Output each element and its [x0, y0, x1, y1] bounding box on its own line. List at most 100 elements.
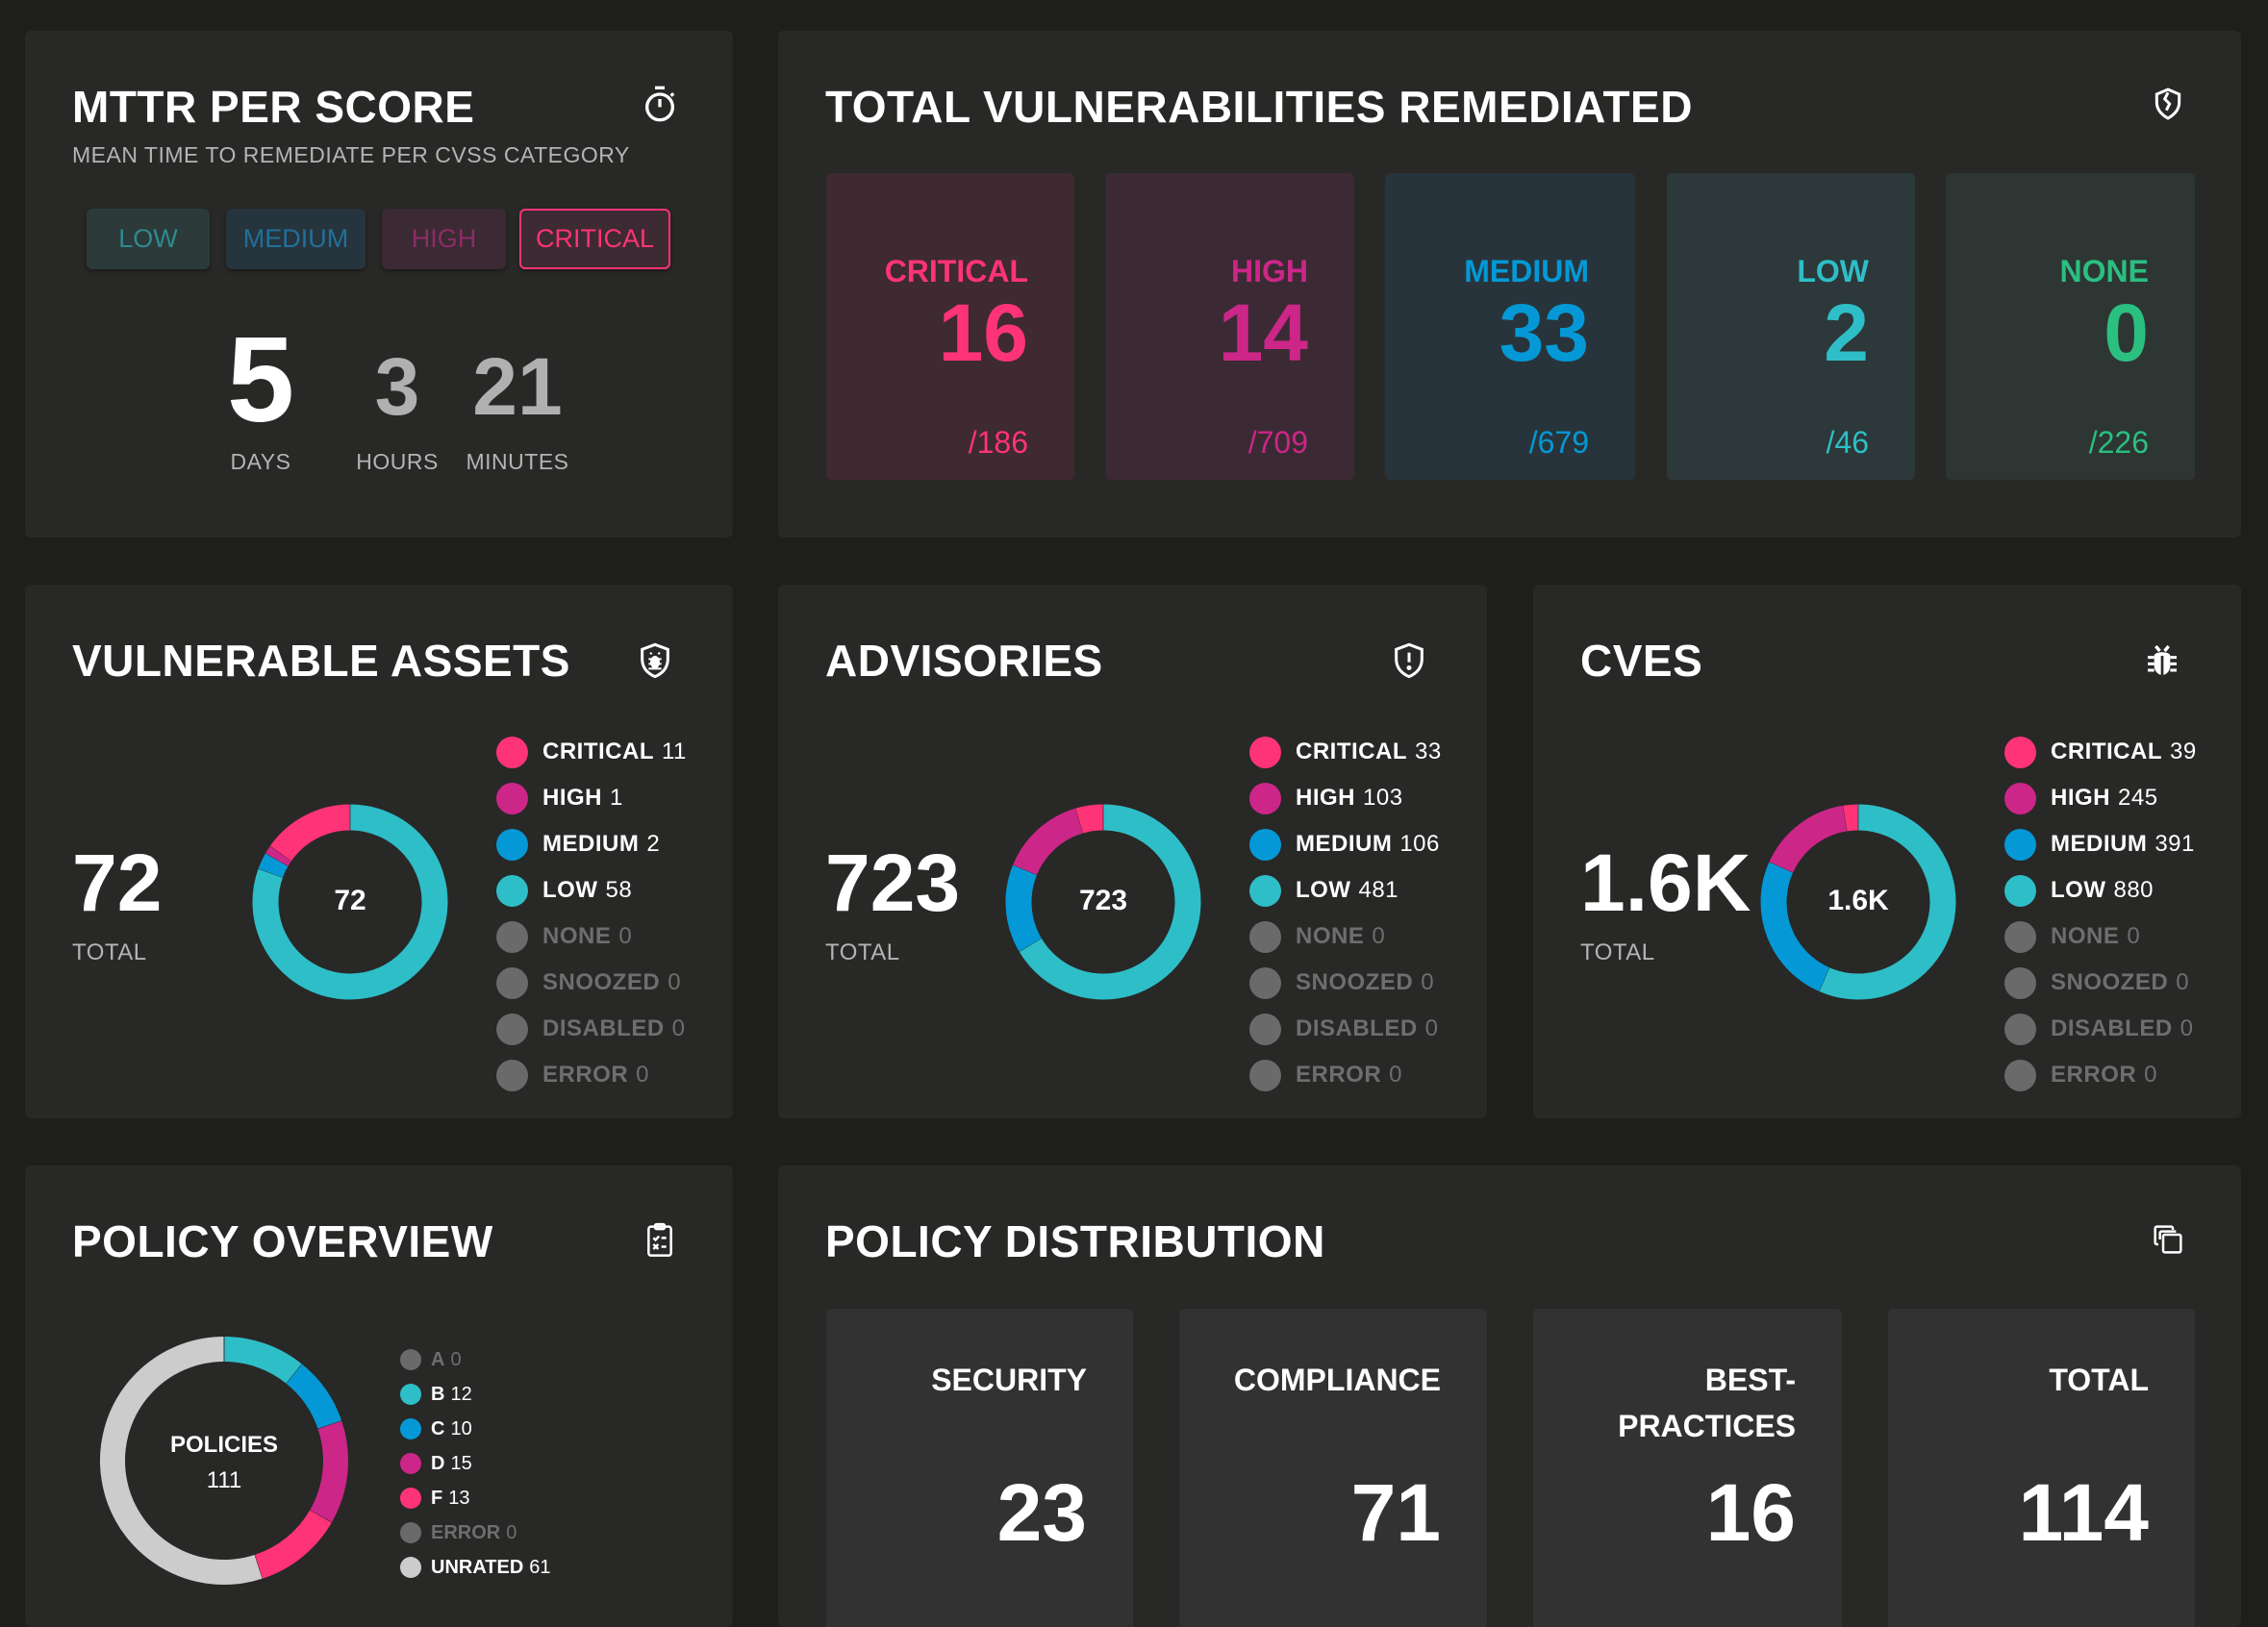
legend-dot	[400, 1349, 421, 1370]
remediated-low[interactable]: LOW 2 /46	[1667, 173, 1915, 480]
donut-segment-high[interactable]	[1025, 821, 1080, 870]
legend-label: UNRATED	[431, 1557, 523, 1579]
stopwatch-icon	[641, 85, 679, 123]
remediated-critical[interactable]: CRITICAL 16 /186	[826, 173, 1074, 480]
severity-total: /46	[1827, 425, 1869, 461]
legend-label: CRITICAL	[1296, 738, 1407, 765]
legend-dot	[1249, 1014, 1281, 1045]
legend-label: DISABLED	[542, 1015, 665, 1042]
donut-segment-d[interactable]	[320, 1425, 336, 1516]
card-title: POLICY OVERVIEW	[72, 1215, 493, 1267]
donut-segment-high[interactable]	[277, 854, 281, 860]
legend-item-disabled[interactable]: DISABLED 0	[1249, 1006, 1442, 1052]
high-button[interactable]: HIGH	[382, 209, 506, 269]
legend-label: HIGH	[542, 785, 602, 812]
legend-dot	[2004, 1060, 2036, 1091]
legend-dot	[400, 1522, 421, 1543]
legend-dot	[496, 737, 528, 768]
severity-label: MEDIUM	[1464, 254, 1589, 289]
legend-value: 0	[506, 1522, 517, 1544]
severity-total: /186	[969, 425, 1028, 461]
legend-item-error[interactable]: ERROR 0	[400, 1515, 551, 1550]
legend-item-unrated[interactable]: UNRATED 61	[400, 1550, 551, 1585]
legend-label: SNOOZED	[2051, 969, 2168, 996]
donut-segment-high[interactable]	[1781, 818, 1845, 867]
legend-value: 61	[529, 1557, 550, 1579]
donut-segment-unrated[interactable]	[113, 1349, 259, 1572]
severity-label: LOW	[1797, 254, 1869, 289]
donut-segment-critical[interactable]	[281, 817, 350, 854]
severity-label: HIGH	[1231, 254, 1308, 289]
legend-label: A	[431, 1349, 444, 1371]
total-value: 1.6K	[1580, 837, 1676, 930]
legend-label: NONE	[2051, 923, 2119, 950]
donut-segment-b[interactable]	[224, 1349, 294, 1374]
copy-icon	[2149, 1220, 2187, 1259]
broken-shield-icon	[2149, 85, 2187, 123]
legend-label: DISABLED	[1296, 1015, 1418, 1042]
low-button[interactable]: LOW	[87, 209, 210, 269]
donut-segment-critical[interactable]	[1845, 817, 1858, 818]
legend-label: ERROR	[431, 1522, 500, 1544]
donut-segment-f[interactable]	[259, 1516, 321, 1566]
medium-button[interactable]: MEDIUM	[226, 209, 365, 269]
critical-button[interactable]: CRITICAL	[519, 209, 670, 269]
donut-segment-medium[interactable]	[270, 860, 276, 873]
donut-segment-c[interactable]	[294, 1374, 330, 1425]
legend-item-error[interactable]: ERROR 0	[2004, 1052, 2197, 1098]
legend-value: 0	[1421, 969, 1434, 996]
remediated-high[interactable]: HIGH 14 /709	[1105, 173, 1354, 480]
legend-dot	[496, 1060, 528, 1091]
remediated-medium[interactable]: MEDIUM 33 /679	[1385, 173, 1635, 480]
legend-dot	[2004, 829, 2036, 861]
legend-value: 58	[605, 877, 632, 904]
legend-value: 0	[1372, 923, 1385, 950]
remediated-none[interactable]: NONE 0 /226	[1946, 173, 2195, 480]
legend-value: 0	[2144, 1062, 2157, 1089]
legend-dot	[1249, 967, 1281, 999]
legend-value: 0	[1425, 1015, 1439, 1042]
legend-value: 481	[1358, 877, 1399, 904]
category-count: 23	[997, 1466, 1087, 1560]
total-value: 72	[72, 837, 168, 930]
legend-label: ERROR	[1296, 1062, 1381, 1089]
legend-dot	[2004, 783, 2036, 814]
donut-segment-critical[interactable]	[1079, 817, 1103, 821]
legend-label: ERROR	[2051, 1062, 2136, 1089]
severity-total: /226	[2089, 425, 2149, 461]
